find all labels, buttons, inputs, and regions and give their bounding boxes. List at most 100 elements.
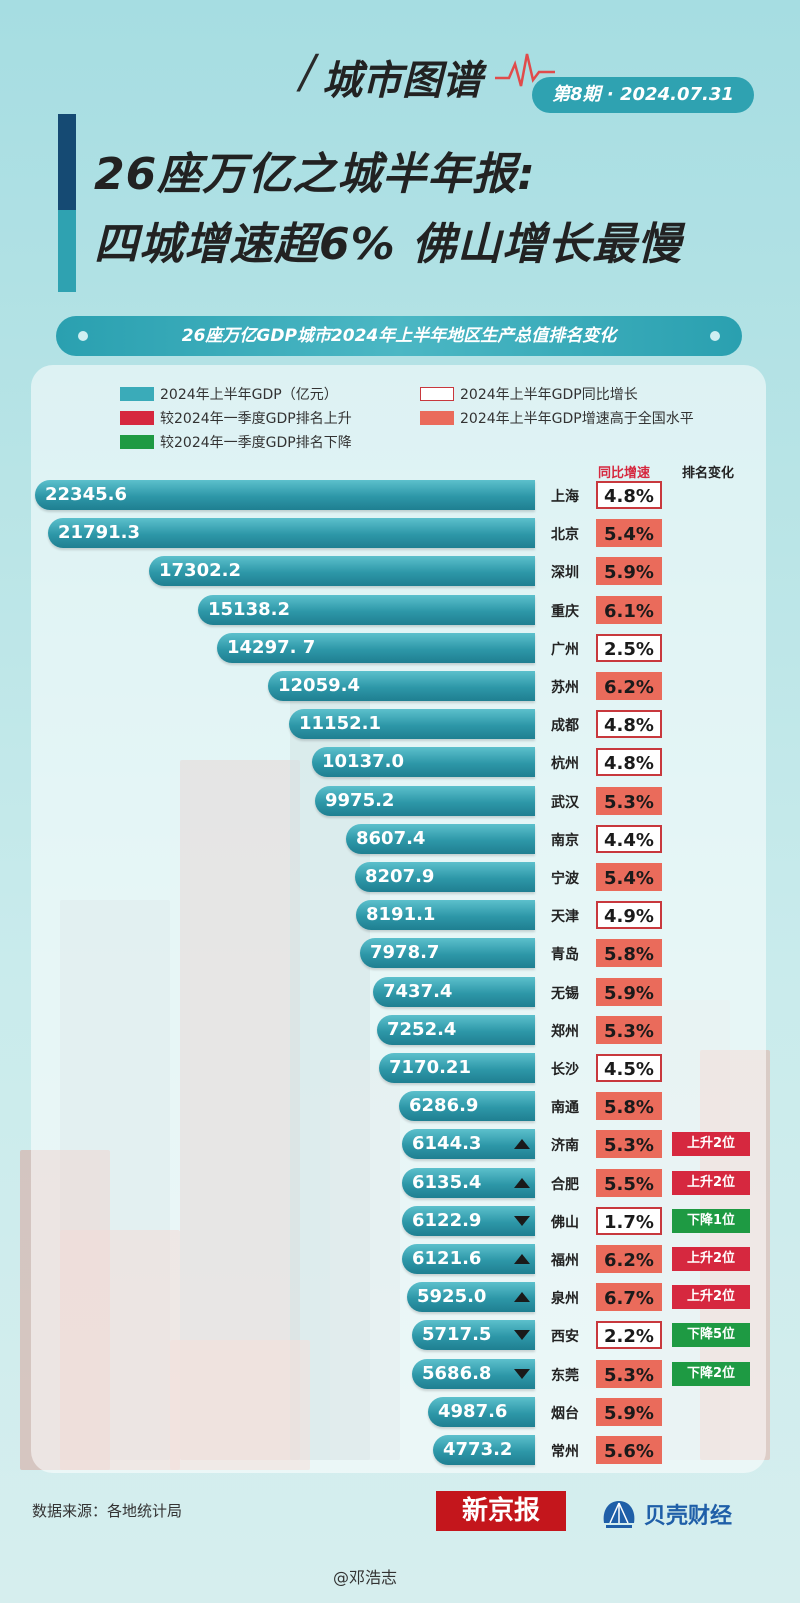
legend-item: 2024年上半年GDP增速高于全国水平 [420,408,694,428]
legend-swatch [120,387,154,401]
arrow-down-icon [514,1369,530,1379]
bar-南京 [346,824,535,854]
arrow-down-icon [514,1330,530,1340]
legend-swatch [420,411,454,425]
growth-rate: 5.8% [596,939,662,967]
arrow-up-icon [514,1254,530,1264]
xinjingbao-logo: 新京报 [436,1491,566,1531]
growth-rate: 4.8% [596,481,662,509]
page-title-line2: 四城增速超6% 佛山增长最慢 [94,219,683,270]
pulse-icon [495,53,555,87]
city-label: 北京 [551,527,579,543]
arrow-up-icon [514,1292,530,1302]
bar-成都 [289,709,535,739]
city-label: 东莞 [551,1368,579,1384]
growth-rate: 4.5% [596,1054,662,1082]
chart-subtitle-text: 26座万亿GDP城市2024年上半年地区生产总值排名变化 [181,326,617,346]
bar-value-label: 6135.4 [412,1172,482,1193]
city-label: 福州 [551,1253,579,1269]
issue-badge: 第8期 · 2024.07.31 [532,77,754,113]
beike-logo: 贝壳财经 [600,1494,732,1534]
growth-rate: 5.9% [596,557,662,585]
beike-logo-text: 贝壳财经 [644,1504,733,1529]
growth-rate: 5.4% [596,519,662,547]
growth-rate: 5.6% [596,1436,662,1464]
data-source: 数据来源：各地统计局 [32,1502,183,1520]
subtitle-dot-right [710,331,720,341]
column-header-rank-change: 排名变化 [682,466,735,481]
growth-rate: 5.3% [596,787,662,815]
bar-value-label: 7252.4 [387,1019,457,1040]
city-label: 武汉 [551,795,579,811]
bar-value-label: 8207.9 [365,866,435,887]
growth-rate: 5.8% [596,1092,662,1120]
bar-value-label: 5686.8 [422,1363,492,1384]
bar-value-label: 10137.0 [322,751,404,772]
legend-label: 2024年上半年GDP增速高于全国水平 [460,411,694,427]
city-label: 常州 [551,1444,579,1460]
bar-合肥 [402,1168,535,1198]
growth-rate: 6.2% [596,672,662,700]
city-label: 重庆 [551,604,579,620]
city-label: 深圳 [551,565,579,581]
rank-change-badge: 上升2位 [672,1285,750,1309]
bar-value-label: 11152.1 [299,713,381,734]
brand-slash: / [300,44,316,98]
beike-shell-icon [603,1501,635,1528]
city-label: 广州 [551,642,579,658]
growth-rate: 6.1% [596,596,662,624]
weibo-handle: @邓浩志 [333,1568,398,1587]
city-label: 佛山 [551,1215,579,1231]
legend-label: 2024年上半年GDP同比增长 [460,387,638,403]
subtitle-dot-left [78,331,88,341]
legend-item: 2024年上半年GDP同比增长 [420,384,638,404]
growth-rate: 6.7% [596,1283,662,1311]
growth-rate: 6.2% [596,1245,662,1273]
city-label: 郑州 [551,1024,579,1040]
bar-杭州 [312,747,535,777]
bar-宁波 [355,862,535,892]
growth-rate: 4.8% [596,748,662,776]
bar-上海 [35,480,535,510]
legend-item: 2024年上半年GDP（亿元） [120,384,338,404]
bar-value-label: 8607.4 [356,828,426,849]
bar-佛山 [402,1206,535,1236]
city-label: 上海 [551,489,579,505]
growth-rate: 4.8% [596,710,662,738]
bar-济南 [402,1129,535,1159]
column-header-growth: 同比增速 [598,466,651,481]
bar-泉州 [407,1282,535,1312]
bar-value-label: 7170.21 [389,1057,471,1078]
legend-swatch [120,435,154,449]
growth-rate: 2.5% [596,634,662,662]
bar-value-label: 14297. 7 [227,637,316,658]
growth-rate: 5.3% [596,1360,662,1388]
city-label: 天津 [551,909,579,925]
bar-value-label: 9975.2 [325,790,395,811]
bar-青岛 [360,938,535,968]
bar-无锡 [373,977,535,1007]
bar-福州 [402,1244,535,1274]
rank-change-badge: 下降1位 [672,1209,750,1233]
bar-南通 [399,1091,535,1121]
growth-rate: 5.5% [596,1169,662,1197]
growth-rate: 4.9% [596,901,662,929]
bar-value-label: 22345.6 [45,484,127,505]
bar-郑州 [377,1015,535,1045]
bar-value-label: 4987.6 [438,1401,508,1422]
bar-深圳 [149,556,535,586]
growth-rate: 5.9% [596,978,662,1006]
legend-swatch [420,387,454,401]
city-label: 合肥 [551,1177,579,1193]
legend-label: 2024年上半年GDP（亿元） [160,387,338,403]
bar-苏州 [268,671,535,701]
rank-change-badge: 下降5位 [672,1323,750,1347]
bar-value-label: 6144.3 [412,1133,482,1154]
bar-value-label: 21791.3 [58,522,140,543]
bar-value-label: 7437.4 [383,981,453,1002]
rank-change-badge: 上升2位 [672,1132,750,1156]
growth-rate: 5.3% [596,1016,662,1044]
page-title-line1: 26座万亿之城半年报: [94,149,536,200]
growth-rate: 5.4% [596,863,662,891]
